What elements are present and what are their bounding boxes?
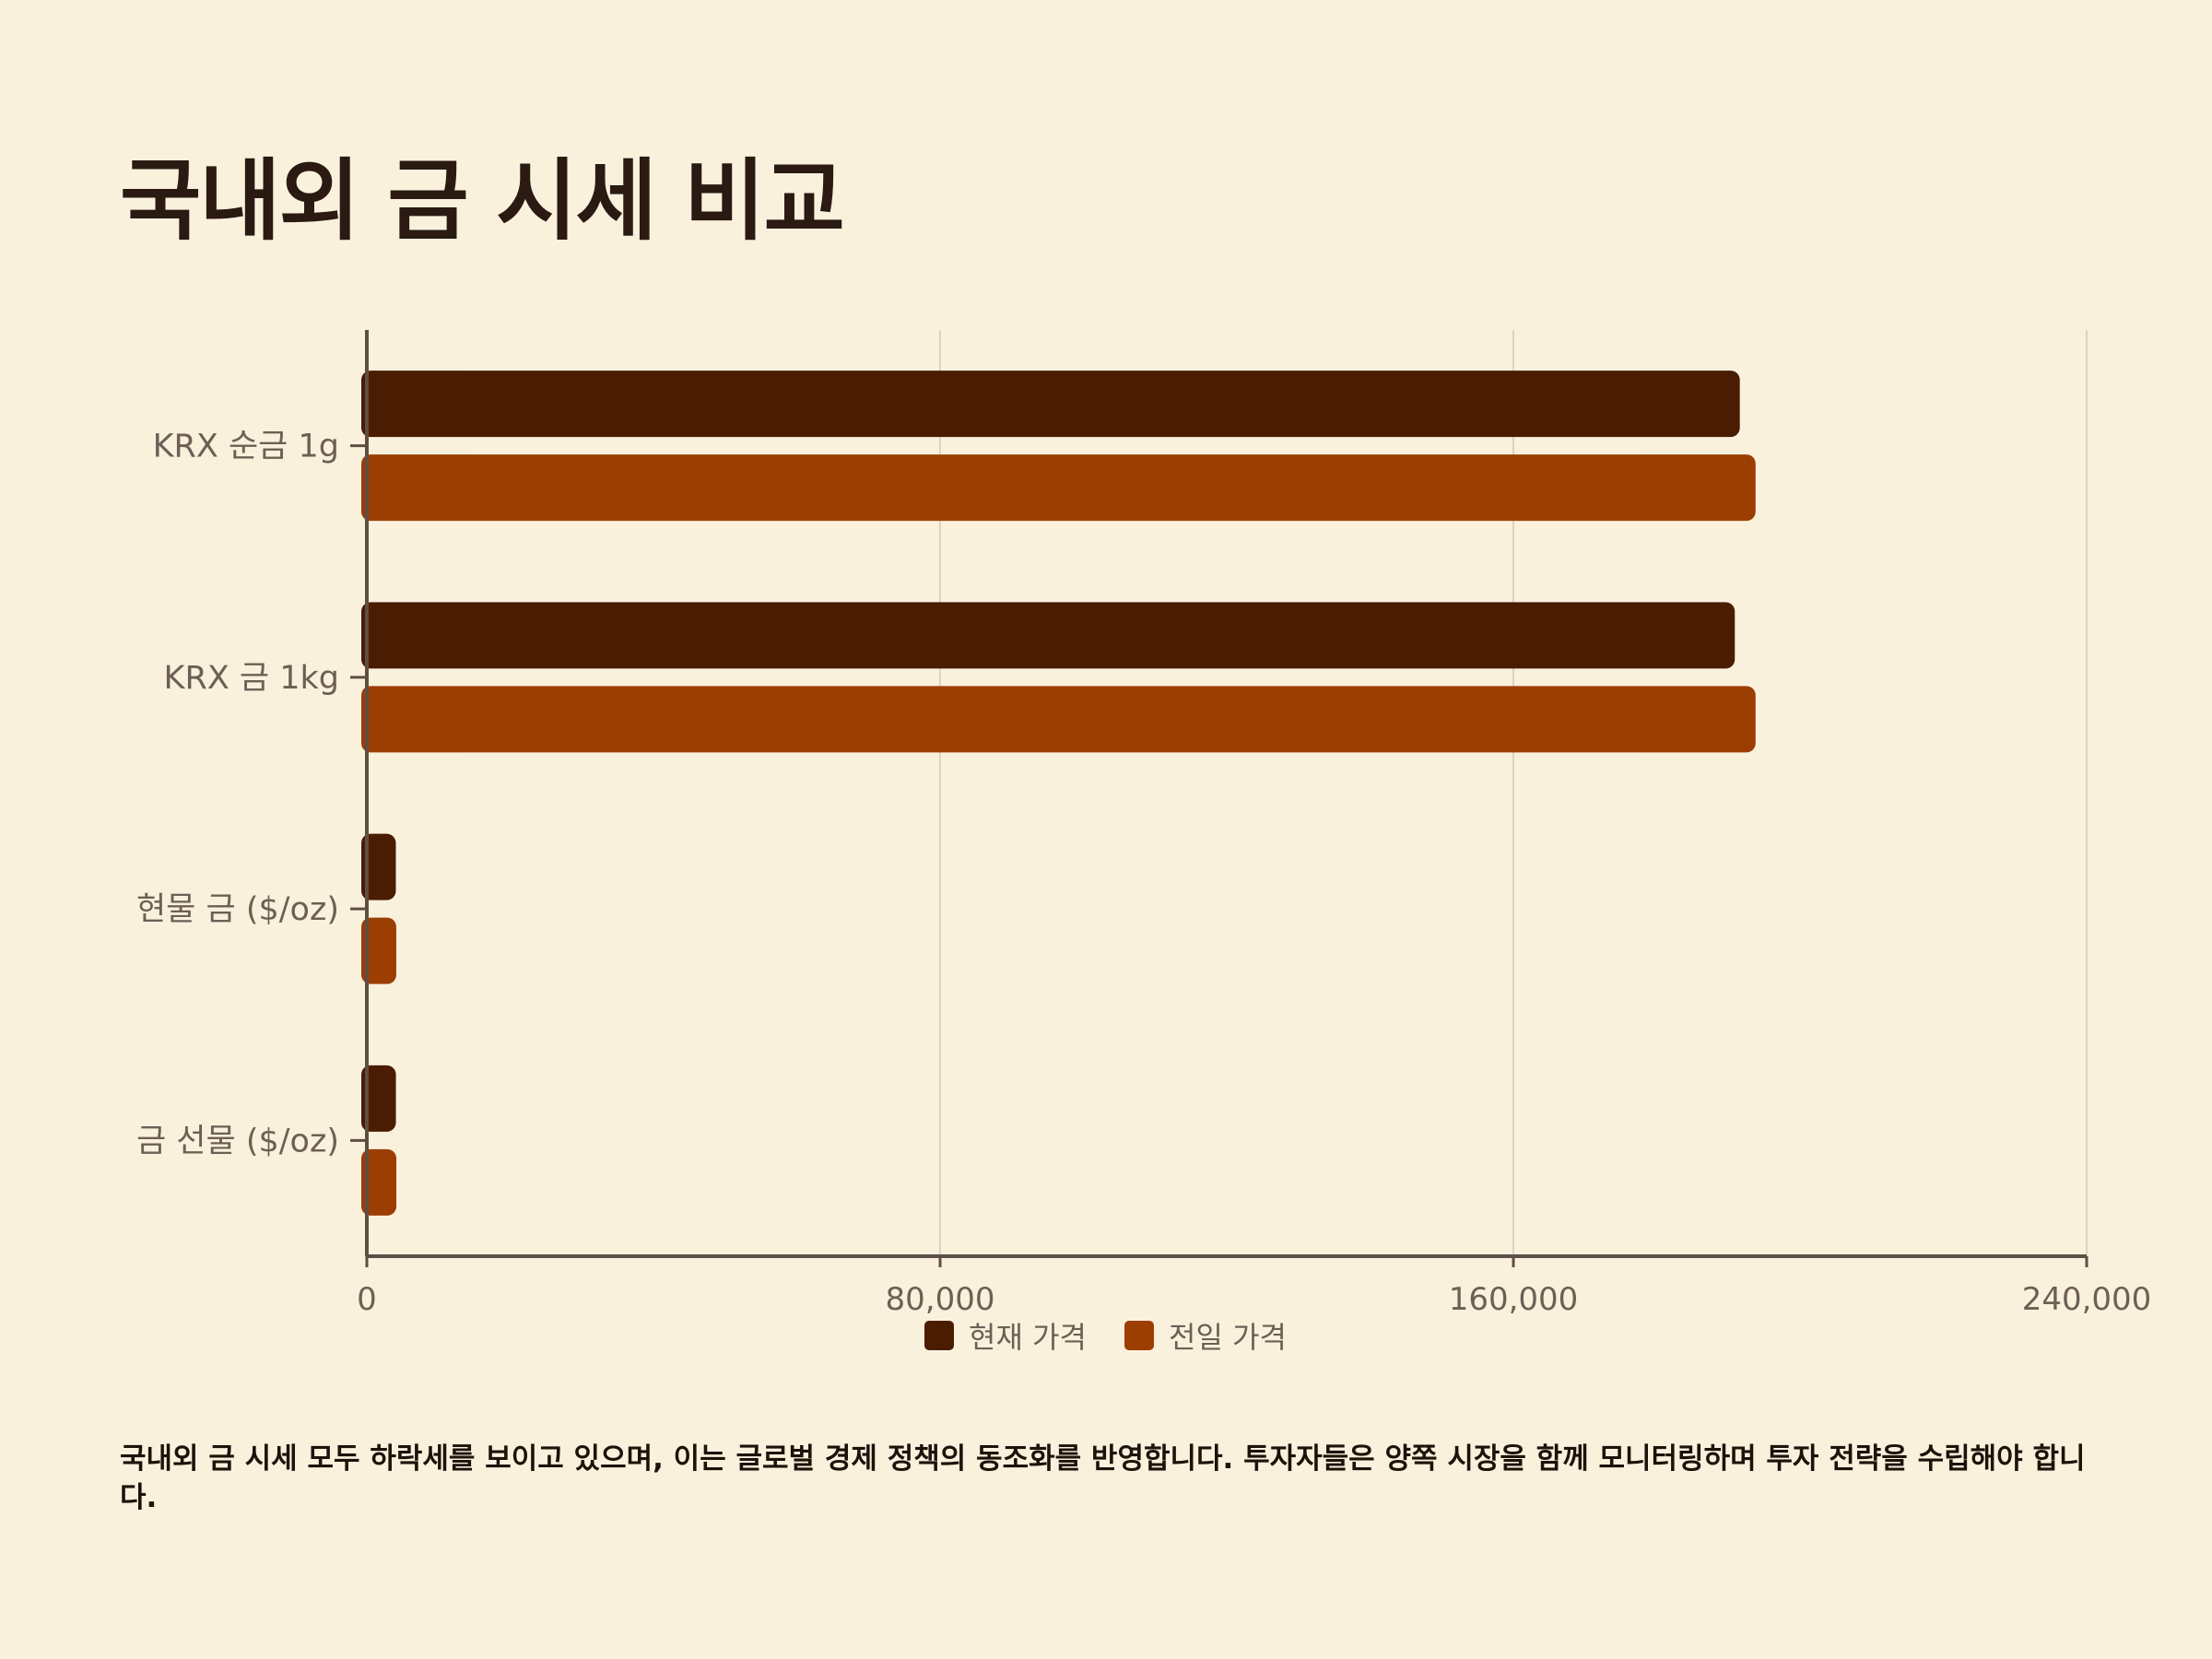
x-axis-ticks: 0 80,000 160,000 240,000 <box>357 1256 2151 1318</box>
bar-previous <box>361 686 1756 753</box>
y-tick-label: KRX 순금 1g <box>153 429 339 465</box>
legend-swatch <box>924 1321 954 1350</box>
legend: 현재 가격 전일 가격 <box>924 1320 1287 1355</box>
legend-label: 전일 가격 <box>1169 1320 1287 1355</box>
y-axis-ticks: KRX 순금 1g KRX 금 1kg 현물 금 ($/oz) 금 선물 ($/oz) <box>136 429 367 1159</box>
x-tick-label: 80,000 <box>886 1281 995 1318</box>
chart-caption: 국내외 금 시세 모두 하락세를 보이고 있으며, 이는 글로벌 경제 정책의 … <box>120 1442 2086 1514</box>
legend-label: 현재 가격 <box>969 1320 1087 1355</box>
bar-current <box>361 833 396 900</box>
bars <box>361 371 1756 1216</box>
y-tick-label: 금 선물 ($/oz) <box>136 1123 339 1159</box>
x-tick-label: 160,000 <box>1449 1281 1579 1318</box>
x-tick-label: 0 <box>357 1281 377 1318</box>
y-tick-label: 현물 금 ($/oz) <box>136 891 339 928</box>
bar-current <box>361 602 1735 669</box>
axes <box>365 330 2087 1258</box>
bar-current <box>361 1065 396 1132</box>
legend-swatch <box>1124 1321 1154 1350</box>
chart-title: 국내외 금 시세 비교 <box>120 149 845 253</box>
bar-previous <box>361 1148 397 1216</box>
y-tick-label: KRX 금 1kg <box>164 660 339 697</box>
bar-previous <box>361 917 396 984</box>
bar-previous <box>361 454 1756 522</box>
bar-chart: 0 80,000 160,000 240,000 KRX 순금 1g KRX 금 1kg… <box>136 330 2151 1355</box>
x-tick-label: 240,000 <box>2022 1281 2152 1318</box>
bar-current <box>361 371 1740 438</box>
